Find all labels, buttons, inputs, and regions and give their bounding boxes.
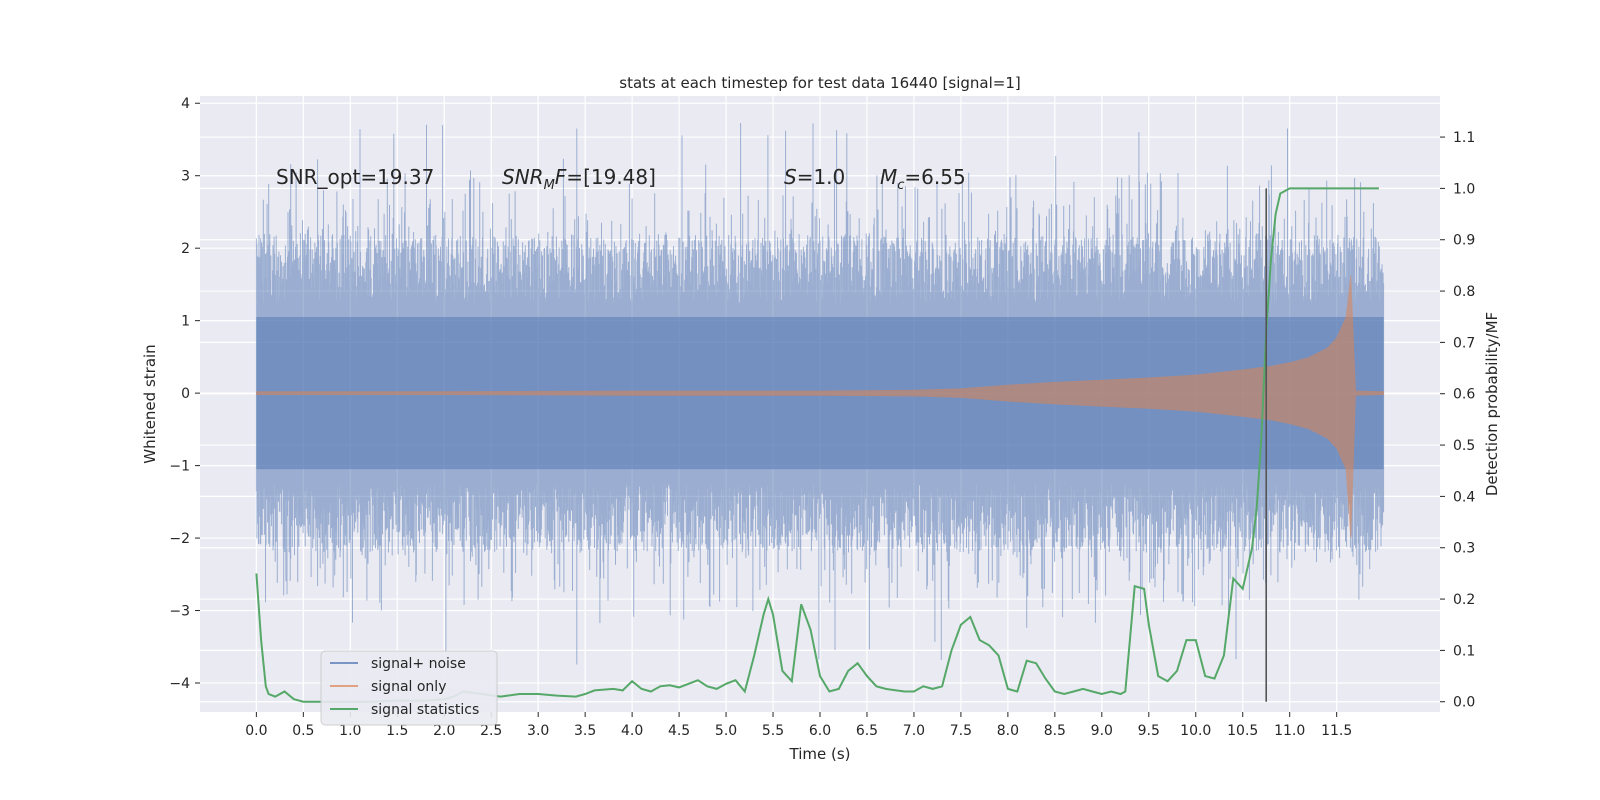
x-tick-label: 5.0 — [715, 723, 737, 739]
x-tick-label: 8.5 — [1044, 723, 1066, 739]
x-tick-label: 7.0 — [903, 723, 925, 739]
y-axis-ticks: 4 3 2 1 0 −1 −2 −3 −4 — [169, 96, 200, 692]
y2-tick-label: 0.1 — [1453, 643, 1475, 659]
x-tick-label: 6.5 — [856, 723, 878, 739]
x-tick-label: 5.5 — [762, 723, 784, 739]
y-tick-label: 1 — [181, 314, 190, 330]
y-tick-label: 0 — [181, 386, 190, 402]
y2-tick-label: 0.7 — [1453, 335, 1475, 351]
x-tick-label: 9.5 — [1138, 723, 1160, 739]
annotation-mc: Mc=6.55 — [880, 165, 966, 193]
y2-tick-label: 0.0 — [1453, 695, 1475, 711]
x-tick-label: 6.0 — [809, 723, 831, 739]
x-tick-label: 8.0 — [997, 723, 1019, 739]
x-tick-label: 3.0 — [527, 723, 549, 739]
annotation-s: S=1.0 — [784, 165, 845, 189]
y2-tick-label: 0.3 — [1453, 541, 1475, 557]
annotation-snr-opt: SNR_opt=19.37 — [276, 165, 434, 189]
y-tick-label: −1 — [169, 459, 190, 475]
legend-label-stats: signal statistics — [371, 702, 479, 718]
annotation-snr-mf: SNRMF=[19.48] — [502, 165, 656, 193]
x-axis-label: Time (s) — [789, 745, 851, 763]
x-tick-label: 7.5 — [950, 723, 972, 739]
chart-title: stats at each timestep for test data 164… — [619, 74, 1020, 92]
x-tick-label: 1.0 — [339, 723, 361, 739]
x-tick-label: 1.5 — [386, 723, 408, 739]
y2-tick-label: 1.1 — [1453, 130, 1475, 146]
x-tick-label: 0.0 — [245, 723, 267, 739]
x-tick-label: 9.0 — [1091, 723, 1113, 739]
y-tick-label: 3 — [181, 169, 190, 185]
annotation-snr-mf-value: [19.48] — [583, 165, 656, 189]
x-tick-label: 2.5 — [480, 723, 502, 739]
signal-only-series — [255, 275, 1384, 539]
x-tick-label: 11.0 — [1274, 723, 1305, 739]
y-tick-label: −3 — [169, 604, 190, 620]
x-tick-label: 11.5 — [1321, 723, 1352, 739]
y-axis-label: Whitened strain — [141, 344, 159, 463]
y-tick-label: 2 — [181, 241, 190, 257]
x-tick-label: 0.5 — [292, 723, 314, 739]
x-tick-label: 3.5 — [574, 723, 596, 739]
y-tick-label: −2 — [169, 531, 190, 547]
x-tick-label: 4.5 — [668, 723, 690, 739]
x-tick-label: 10.5 — [1227, 723, 1258, 739]
y2-tick-label: 1.0 — [1453, 181, 1475, 197]
y-tick-label: −4 — [169, 676, 190, 692]
signal-only-envelope — [255, 275, 1384, 539]
annotation-mc-value: =6.55 — [904, 165, 965, 189]
x-tick-label: 2.0 — [433, 723, 455, 739]
legend-label-signal: signal only — [371, 679, 446, 695]
y2-tick-label: 0.2 — [1453, 592, 1475, 608]
legend-label-noise: signal+ noise — [371, 656, 466, 672]
y2-tick-label: 0.8 — [1453, 284, 1475, 300]
x-tick-label: 4.0 — [621, 723, 643, 739]
y2-axis-label: Detection probability/MF — [1483, 312, 1501, 496]
legend: signal+ noise signal only signal statist… — [320, 650, 498, 726]
legend-box — [320, 650, 498, 726]
x-axis-ticks: 0.0 0.5 1.0 1.5 2.0 2.5 3.0 3.5 4.0 4.5 5.0 5.5 6.0 6… — [245, 712, 1352, 739]
y2-tick-label: 0.9 — [1453, 233, 1475, 249]
y2-tick-label: 0.6 — [1453, 387, 1475, 403]
y2-axis-ticks: 0.0 0.1 0.2 0.3 0.4 0.5 0.6 0.7 0.8 0.9 1.0 1.1 — [1440, 130, 1475, 711]
annotation-s-value: =1.0 — [797, 165, 846, 189]
y-tick-label: 4 — [181, 96, 190, 112]
y2-tick-label: 0.4 — [1453, 489, 1475, 505]
x-tick-label: 10.0 — [1180, 723, 1211, 739]
y2-tick-label: 0.5 — [1453, 438, 1475, 454]
